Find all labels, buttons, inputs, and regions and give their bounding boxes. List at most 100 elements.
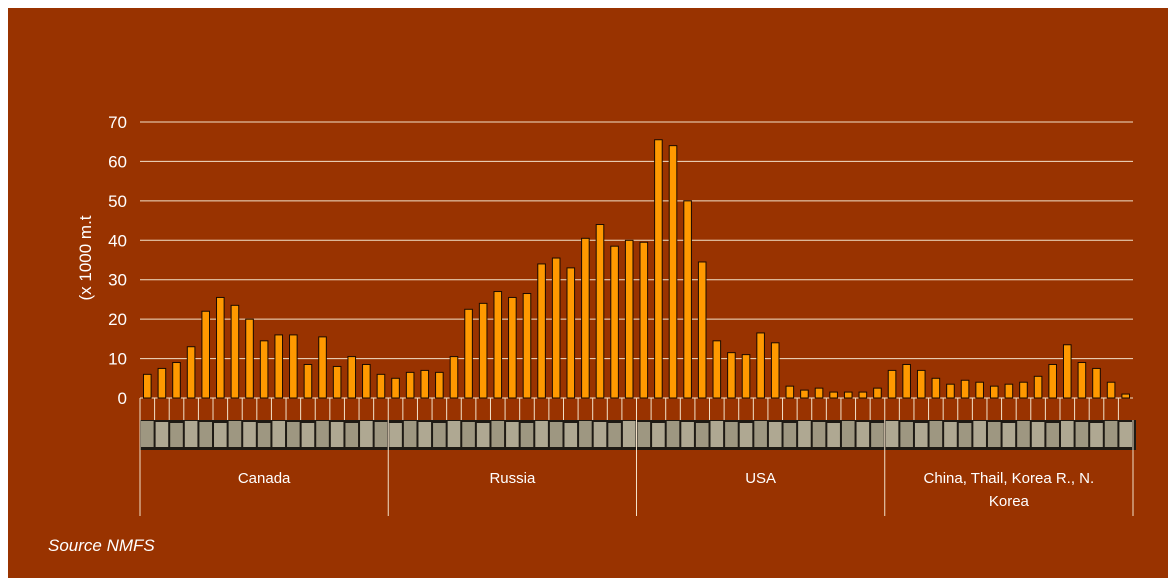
year-tick-cell [330, 422, 344, 447]
bar [873, 387, 882, 399]
bar [1048, 363, 1057, 399]
year-tick-cell [987, 422, 1001, 447]
y-tick-labels: 0 10 20 30 40 50 60 70 [108, 113, 127, 408]
year-tick-cell [564, 423, 578, 447]
year-tick-cell [666, 421, 680, 447]
year-tick-cell [725, 422, 738, 447]
year-tick-cell [885, 421, 899, 447]
bar [654, 139, 663, 399]
year-tick-cell [579, 421, 592, 447]
bar [186, 346, 196, 399]
bar [931, 377, 941, 399]
bar [800, 389, 809, 399]
bar [449, 356, 459, 399]
bar [464, 308, 473, 399]
year-tick-cell [754, 421, 767, 447]
year-tick-cell [929, 421, 943, 447]
bar [770, 342, 780, 399]
year-tick-cell [856, 422, 870, 447]
bar [843, 391, 853, 399]
bar [581, 237, 590, 399]
year-tick-cell [958, 423, 972, 447]
year-tick-cell [345, 423, 359, 447]
bar [814, 387, 824, 399]
bar [522, 293, 532, 399]
bar [989, 385, 999, 399]
chart-frame: 0 10 20 30 40 50 60 70 (x 1000 m.t Canada Russia… [8, 8, 1168, 578]
year-tick-cell [1104, 421, 1118, 447]
year-tick-cell [827, 423, 840, 447]
bar [245, 318, 254, 399]
bar [1077, 362, 1087, 399]
year-label-strip [139, 398, 1136, 450]
bar [916, 369, 926, 399]
bar [216, 296, 225, 399]
year-tick-cell [447, 421, 461, 447]
bar [1121, 393, 1130, 399]
bar [1033, 375, 1043, 399]
group-label: Korea [989, 493, 1030, 510]
bar [1092, 367, 1101, 399]
year-tick-cell [973, 421, 986, 447]
bar [741, 354, 751, 399]
year-tick-cell [652, 423, 665, 447]
year-tick-cell [257, 423, 271, 447]
year-tick-cell [1119, 422, 1132, 447]
bar [566, 267, 576, 399]
group-axis: Canada Russia USA China, Thail, Korea R., N… [139, 420, 1134, 516]
year-tick-cell [695, 423, 709, 447]
bar [595, 224, 605, 399]
bar [639, 241, 649, 399]
year-tick-cell [141, 421, 154, 447]
bars [143, 139, 1130, 399]
year-tick-cell [1060, 421, 1074, 447]
bar [727, 352, 736, 399]
bar [1062, 344, 1072, 399]
y-tick-label: 40 [108, 231, 127, 250]
y-tick-label: 10 [108, 350, 127, 369]
year-tick-cell [520, 423, 534, 447]
year-tick-cell [389, 423, 402, 447]
bar [143, 373, 152, 399]
year-tick-cell [593, 422, 607, 447]
bar [493, 291, 503, 399]
year-tick-cell [184, 421, 198, 447]
bar [201, 310, 211, 399]
year-tick-cell [228, 421, 242, 447]
year-tick-cell [783, 423, 797, 447]
year-tick-cell [622, 421, 636, 447]
bar [858, 391, 868, 399]
year-tick-cell [900, 422, 913, 447]
bar-chart: 0 10 20 30 40 50 60 70 (x 1000 m.t Canada Russia… [76, 113, 1136, 516]
bar [157, 367, 167, 399]
year-tick-cell [871, 423, 884, 447]
year-tick-cell [433, 423, 446, 447]
year-tick-cell [710, 421, 724, 447]
bar [975, 381, 984, 399]
year-tick-cell [155, 422, 169, 447]
year-tick-cell [476, 423, 490, 447]
year-tick-cell [506, 422, 519, 447]
bar [1019, 381, 1028, 399]
bar [347, 356, 357, 399]
year-tick-cell [768, 422, 782, 447]
bar [551, 257, 561, 399]
bar [960, 379, 970, 399]
year-tick-cell [214, 423, 227, 447]
bar [289, 334, 298, 399]
bar [391, 377, 400, 399]
year-tick-cell [637, 422, 651, 447]
source-note: Source NMFS [48, 536, 155, 555]
gridlines [140, 121, 1133, 399]
bar [537, 263, 546, 399]
y-tick-label: 0 [118, 389, 127, 408]
bar [376, 373, 386, 399]
year-tick-cell [1075, 422, 1089, 447]
bar [829, 391, 838, 399]
bar [274, 334, 284, 399]
year-tick-cell [301, 423, 315, 447]
y-tick-label: 30 [108, 271, 127, 290]
year-tick-cell [418, 422, 432, 447]
bar [902, 363, 911, 399]
y-tick-label: 20 [108, 310, 127, 329]
